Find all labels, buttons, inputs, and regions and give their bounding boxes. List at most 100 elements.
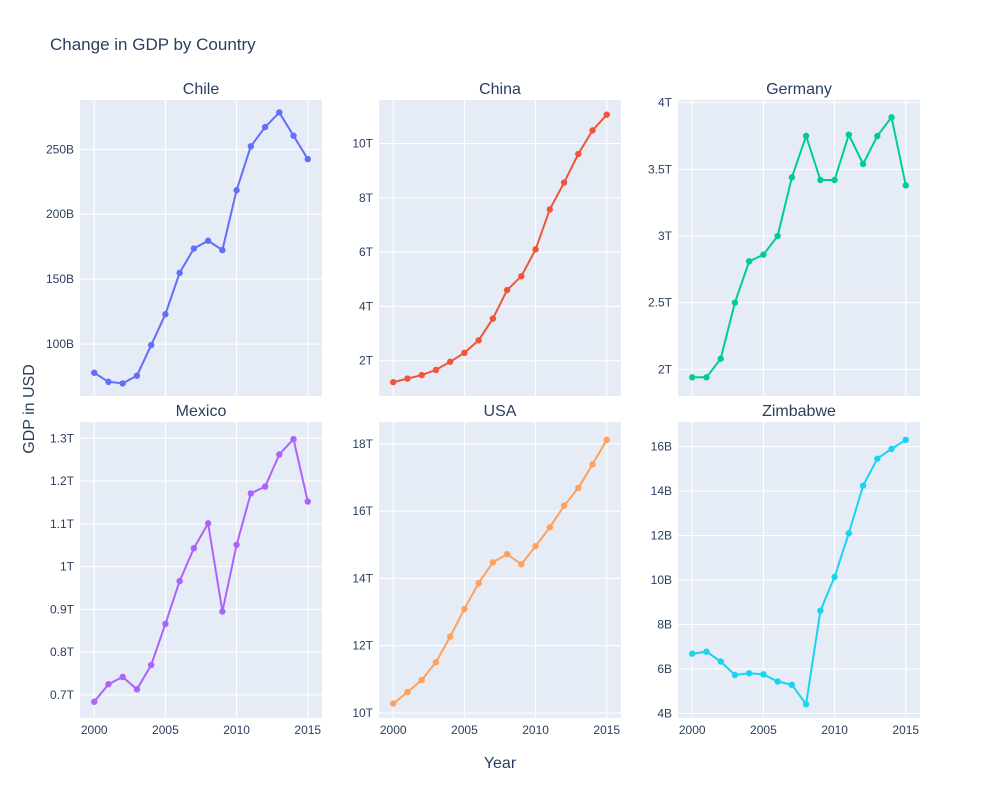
x-tick-label: 2000 [380,723,407,737]
subplot-title-mexico: Mexico [176,403,227,420]
data-point-mexico [133,686,141,693]
data-point-zimbabwe [745,670,753,677]
y-tick-label: 8T [359,191,374,205]
x-tick-label: 2005 [750,723,777,737]
data-point-zimbabwe [717,658,724,665]
data-point-china [475,337,482,344]
y-tick-label: 1T [60,560,75,574]
data-point-zimbabwe [788,681,796,689]
y-tick-label: 3.5T [648,162,673,176]
data-point-usa [390,700,397,707]
data-point-chile [133,372,141,379]
y-axis-title: GDP in USD [21,364,38,454]
y-tick-label: 12B [651,529,672,543]
y-tick-label: 0.7T [50,688,75,702]
x-tick-label: 2010 [821,723,848,737]
y-tick-label: 16T [352,504,373,518]
plot-area-germany [678,100,920,396]
data-point-germany [689,374,696,381]
data-point-usa [432,658,440,666]
data-point-germany [902,182,909,189]
plot-area-zimbabwe [678,422,920,718]
data-point-china [503,286,511,294]
y-tick-label: 200B [46,207,74,221]
x-tick-label: 2010 [223,723,250,737]
data-point-usa [589,461,596,468]
series-line-germany [692,114,907,379]
subplot-title-germany: Germany [766,81,832,98]
data-point-mexico [276,451,283,458]
series-line-chile [93,110,309,385]
data-point-usa [603,436,610,444]
y-tick-label: 0.9T [50,602,75,616]
data-point-zimbabwe [845,530,853,537]
y-tick-label: 6B [657,662,672,676]
data-point-china [418,371,425,379]
data-point-mexico [204,520,212,527]
data-point-germany [859,160,867,168]
y-tick-label: 250B [46,142,74,156]
data-point-china [404,375,411,382]
data-point-mexico [233,541,240,548]
data-point-chile [176,269,183,277]
data-point-chile [290,132,297,139]
data-point-zimbabwe [689,650,696,657]
data-point-germany [760,251,767,258]
data-point-china [546,206,554,213]
data-point-germany [774,232,781,240]
x-axis-title: Year [484,755,517,772]
data-point-chile [219,246,226,254]
data-point-chile [304,155,311,163]
data-point-zimbabwe [703,648,710,655]
data-point-zimbabwe [817,607,824,614]
data-point-mexico [162,620,169,628]
subplot-title-zimbabwe: Zimbabwe [762,403,836,420]
y-tick-label: 6T [359,245,374,259]
data-point-germany [703,374,710,381]
data-point-usa [418,676,425,684]
x-tick-label: 2015 [593,723,620,737]
data-point-germany [888,114,895,121]
y-tick-label: 1.1T [50,517,75,531]
data-point-zimbabwe [831,573,838,581]
data-point-zimbabwe [760,671,767,678]
y-tick-label: 3T [658,229,673,243]
x-tick-label: 2015 [294,723,321,737]
subplot-usa: 10T 12T 14T 16T 18T 2000 2005 2010 2015 USA [352,403,621,737]
data-point-germany [731,299,739,306]
y-tick-label: 1.2T [50,474,75,488]
data-point-chile [105,378,112,386]
data-point-mexico [147,661,155,669]
data-point-china [518,273,525,280]
subplot-title-chile: Chile [183,81,220,98]
data-point-germany [717,355,724,362]
data-point-germany [817,176,824,184]
y-tick-label: 12T [352,639,373,653]
data-point-china [560,179,568,186]
plot-area-chile [80,100,322,396]
y-tick-label: 8B [657,618,672,632]
data-point-mexico [105,681,112,688]
data-point-usa [560,502,568,509]
data-point-chile [119,380,126,387]
data-point-mexico [261,483,269,490]
data-point-zimbabwe [888,445,895,453]
subplot-china: 2T 4T 6T 8T 10T China [352,81,621,396]
subplot-title-usa: USA [484,403,517,420]
data-point-zimbabwe [859,482,867,489]
chart-title: Change in GDP by Country [50,35,256,54]
plot-area-usa [379,422,621,718]
series-line-mexico [93,437,309,703]
data-point-mexico [119,673,126,681]
data-point-chile [147,341,155,349]
subplot-chile: 100B 150B 200B 250B Chile [46,81,322,396]
data-point-china [575,150,582,158]
data-point-usa [404,688,411,696]
x-tick-label: 2000 [679,723,706,737]
data-point-germany [802,132,810,140]
subplot-mexico: 0.7T 0.8T 0.9T 1T 1.1T 1.2T 1.3T 2000 2005 2010 20… [50,403,322,737]
y-tick-label: 4B [657,707,672,721]
y-tick-label: 150B [46,272,74,286]
y-tick-label: 2T [359,354,374,368]
data-point-chile [276,109,283,116]
